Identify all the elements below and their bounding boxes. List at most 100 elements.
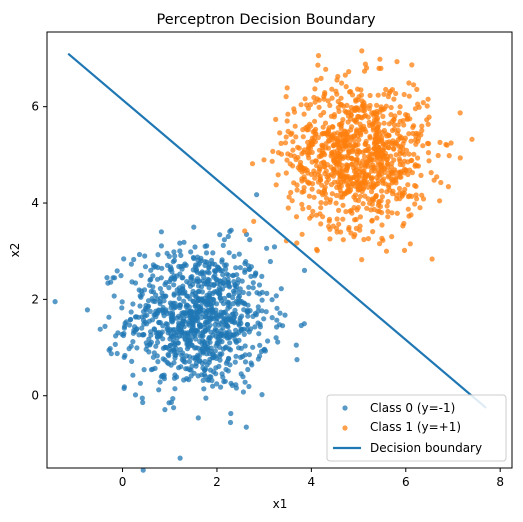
scatter-point <box>371 117 378 123</box>
scatter-point <box>394 210 400 216</box>
scatter-point <box>284 157 290 163</box>
y-axis-label: x2 <box>8 243 22 258</box>
scatter-point <box>171 375 178 381</box>
scatter-point <box>299 178 305 184</box>
scatter-point <box>130 339 136 345</box>
scatter-point <box>420 143 426 149</box>
scatter-point <box>437 198 443 204</box>
scatter-point <box>378 65 384 71</box>
scatter-point <box>168 362 174 368</box>
scatter-point <box>387 88 393 94</box>
scatter-point <box>140 399 146 406</box>
scatter-point <box>217 344 223 350</box>
scatter-point <box>333 200 339 206</box>
scatter-point <box>389 127 396 134</box>
x-tick-label: 2 <box>213 475 221 489</box>
scatter-point <box>365 184 371 190</box>
scatter-point <box>141 287 148 293</box>
scatter-point <box>369 189 375 195</box>
scatter-point <box>391 96 397 102</box>
axis-ticks: 0 2 4 6 8 0 2 4 6 <box>31 100 504 489</box>
scatter-point <box>314 246 320 252</box>
scatter-point <box>401 190 407 196</box>
scatter-point <box>119 331 125 337</box>
scatter-point <box>269 158 275 164</box>
scatter-point <box>231 319 238 325</box>
scatter-point <box>187 330 194 336</box>
scatter-point <box>352 232 358 238</box>
scatter-point <box>345 153 351 159</box>
scatter-point <box>179 286 186 292</box>
scatter-point <box>151 264 157 270</box>
scatter-point <box>339 169 345 175</box>
scatter-point <box>142 253 148 259</box>
scatter-point <box>236 329 242 335</box>
scatter-point <box>140 332 146 338</box>
scatter-point <box>225 302 231 308</box>
scatter-point <box>334 159 340 165</box>
scatter-point <box>404 115 410 121</box>
scatter-point <box>413 133 419 139</box>
scatter-point <box>384 189 390 195</box>
scatter-point <box>213 371 219 377</box>
scatter-point <box>350 145 356 151</box>
scatter-point <box>318 221 324 227</box>
scatter-point <box>318 205 324 211</box>
scatter-point <box>383 248 390 254</box>
scatter-point <box>130 301 136 307</box>
scatter-point <box>187 367 193 373</box>
scatter-point <box>197 338 203 345</box>
scatter-point <box>298 322 304 329</box>
scatter-point <box>336 207 342 213</box>
scatter-point <box>357 227 363 233</box>
scatter-point <box>426 114 432 120</box>
scatter-point <box>155 339 161 345</box>
y-tick-label: 4 <box>31 196 39 210</box>
scatter-point <box>293 134 299 140</box>
scatter-point <box>367 151 373 158</box>
scatter-point <box>304 127 310 133</box>
scatter-point <box>346 69 352 75</box>
scatter-point <box>360 186 367 192</box>
scatter-point <box>237 265 243 271</box>
scatter-point <box>245 313 251 319</box>
scatter-point <box>195 262 201 268</box>
scatter-point <box>406 151 412 157</box>
scatter-point <box>219 371 225 377</box>
scatter-point <box>348 230 354 236</box>
scatter-point <box>102 323 108 329</box>
scatter-point <box>405 206 411 212</box>
x-tick-label: 4 <box>308 475 316 489</box>
scatter-point <box>259 392 265 398</box>
scatter-point <box>157 379 163 385</box>
scatter-point <box>396 143 402 149</box>
scatter-point <box>301 188 307 194</box>
scatter-point <box>97 326 103 332</box>
scatter-point <box>127 317 133 323</box>
scatter-point <box>308 138 314 144</box>
scatter-point <box>108 351 114 357</box>
scatter-point <box>225 368 231 374</box>
x-tick-label: 8 <box>496 475 504 489</box>
scatter-point <box>200 377 206 383</box>
scatter-point <box>128 261 134 267</box>
scatter-point <box>139 395 145 401</box>
scatter-point <box>230 301 236 307</box>
scatter-point <box>241 331 247 337</box>
scatter-point <box>188 373 194 379</box>
scatter-point <box>153 343 159 349</box>
scatter-point <box>223 344 229 350</box>
scatter-point <box>405 171 411 178</box>
scatter-point <box>162 357 168 363</box>
scatter-point <box>408 138 414 144</box>
scatter-point <box>327 197 333 203</box>
scatter-point <box>150 284 156 290</box>
scatter-point <box>129 358 135 364</box>
scatter-point <box>192 244 198 250</box>
scatter-point <box>205 307 211 313</box>
scatter-point <box>273 335 279 341</box>
scatter-point <box>420 100 426 106</box>
scatter-point <box>405 182 411 188</box>
scatter-point <box>325 98 331 104</box>
scatter-point <box>366 106 372 112</box>
